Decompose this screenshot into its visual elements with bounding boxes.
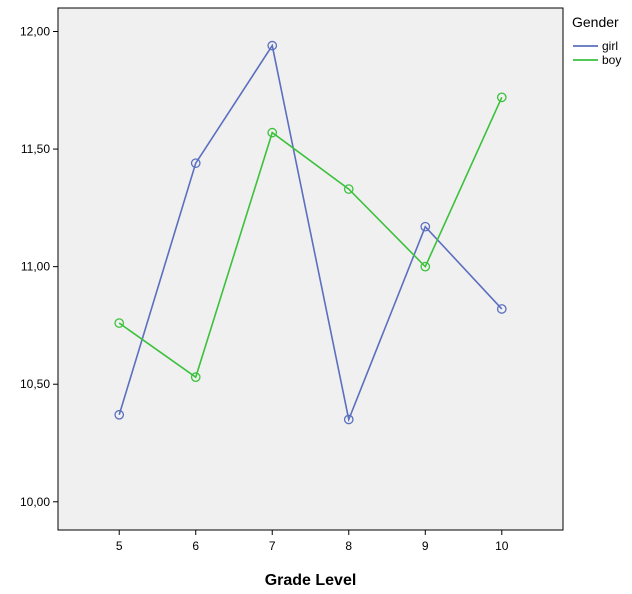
y-tick-label: 11,00 <box>21 260 50 274</box>
x-axis: 5 6 7 8 9 10 <box>116 530 509 553</box>
legend-label-boy: boy <box>602 53 621 67</box>
y-tick-label: 10,50 <box>20 377 50 391</box>
plot-area <box>58 8 563 530</box>
x-tick-label: 10 <box>495 539 509 553</box>
y-axis: 10,00 10,50 11,00 11,50 12,00 <box>20 25 58 509</box>
x-tick-label: 8 <box>345 539 352 553</box>
y-tick-label: 12,00 <box>20 25 50 39</box>
x-tick-label: 5 <box>116 539 123 553</box>
y-tick-label: 10,00 <box>20 495 50 509</box>
x-axis-title: Grade Level <box>265 572 357 589</box>
x-tick-label: 7 <box>269 539 276 553</box>
legend-label-girl: girl <box>602 39 618 53</box>
y-tick-label: 11,50 <box>21 142 50 156</box>
x-tick-label: 6 <box>192 539 199 553</box>
legend-title: Gender <box>572 14 619 30</box>
x-tick-label: 9 <box>422 539 429 553</box>
